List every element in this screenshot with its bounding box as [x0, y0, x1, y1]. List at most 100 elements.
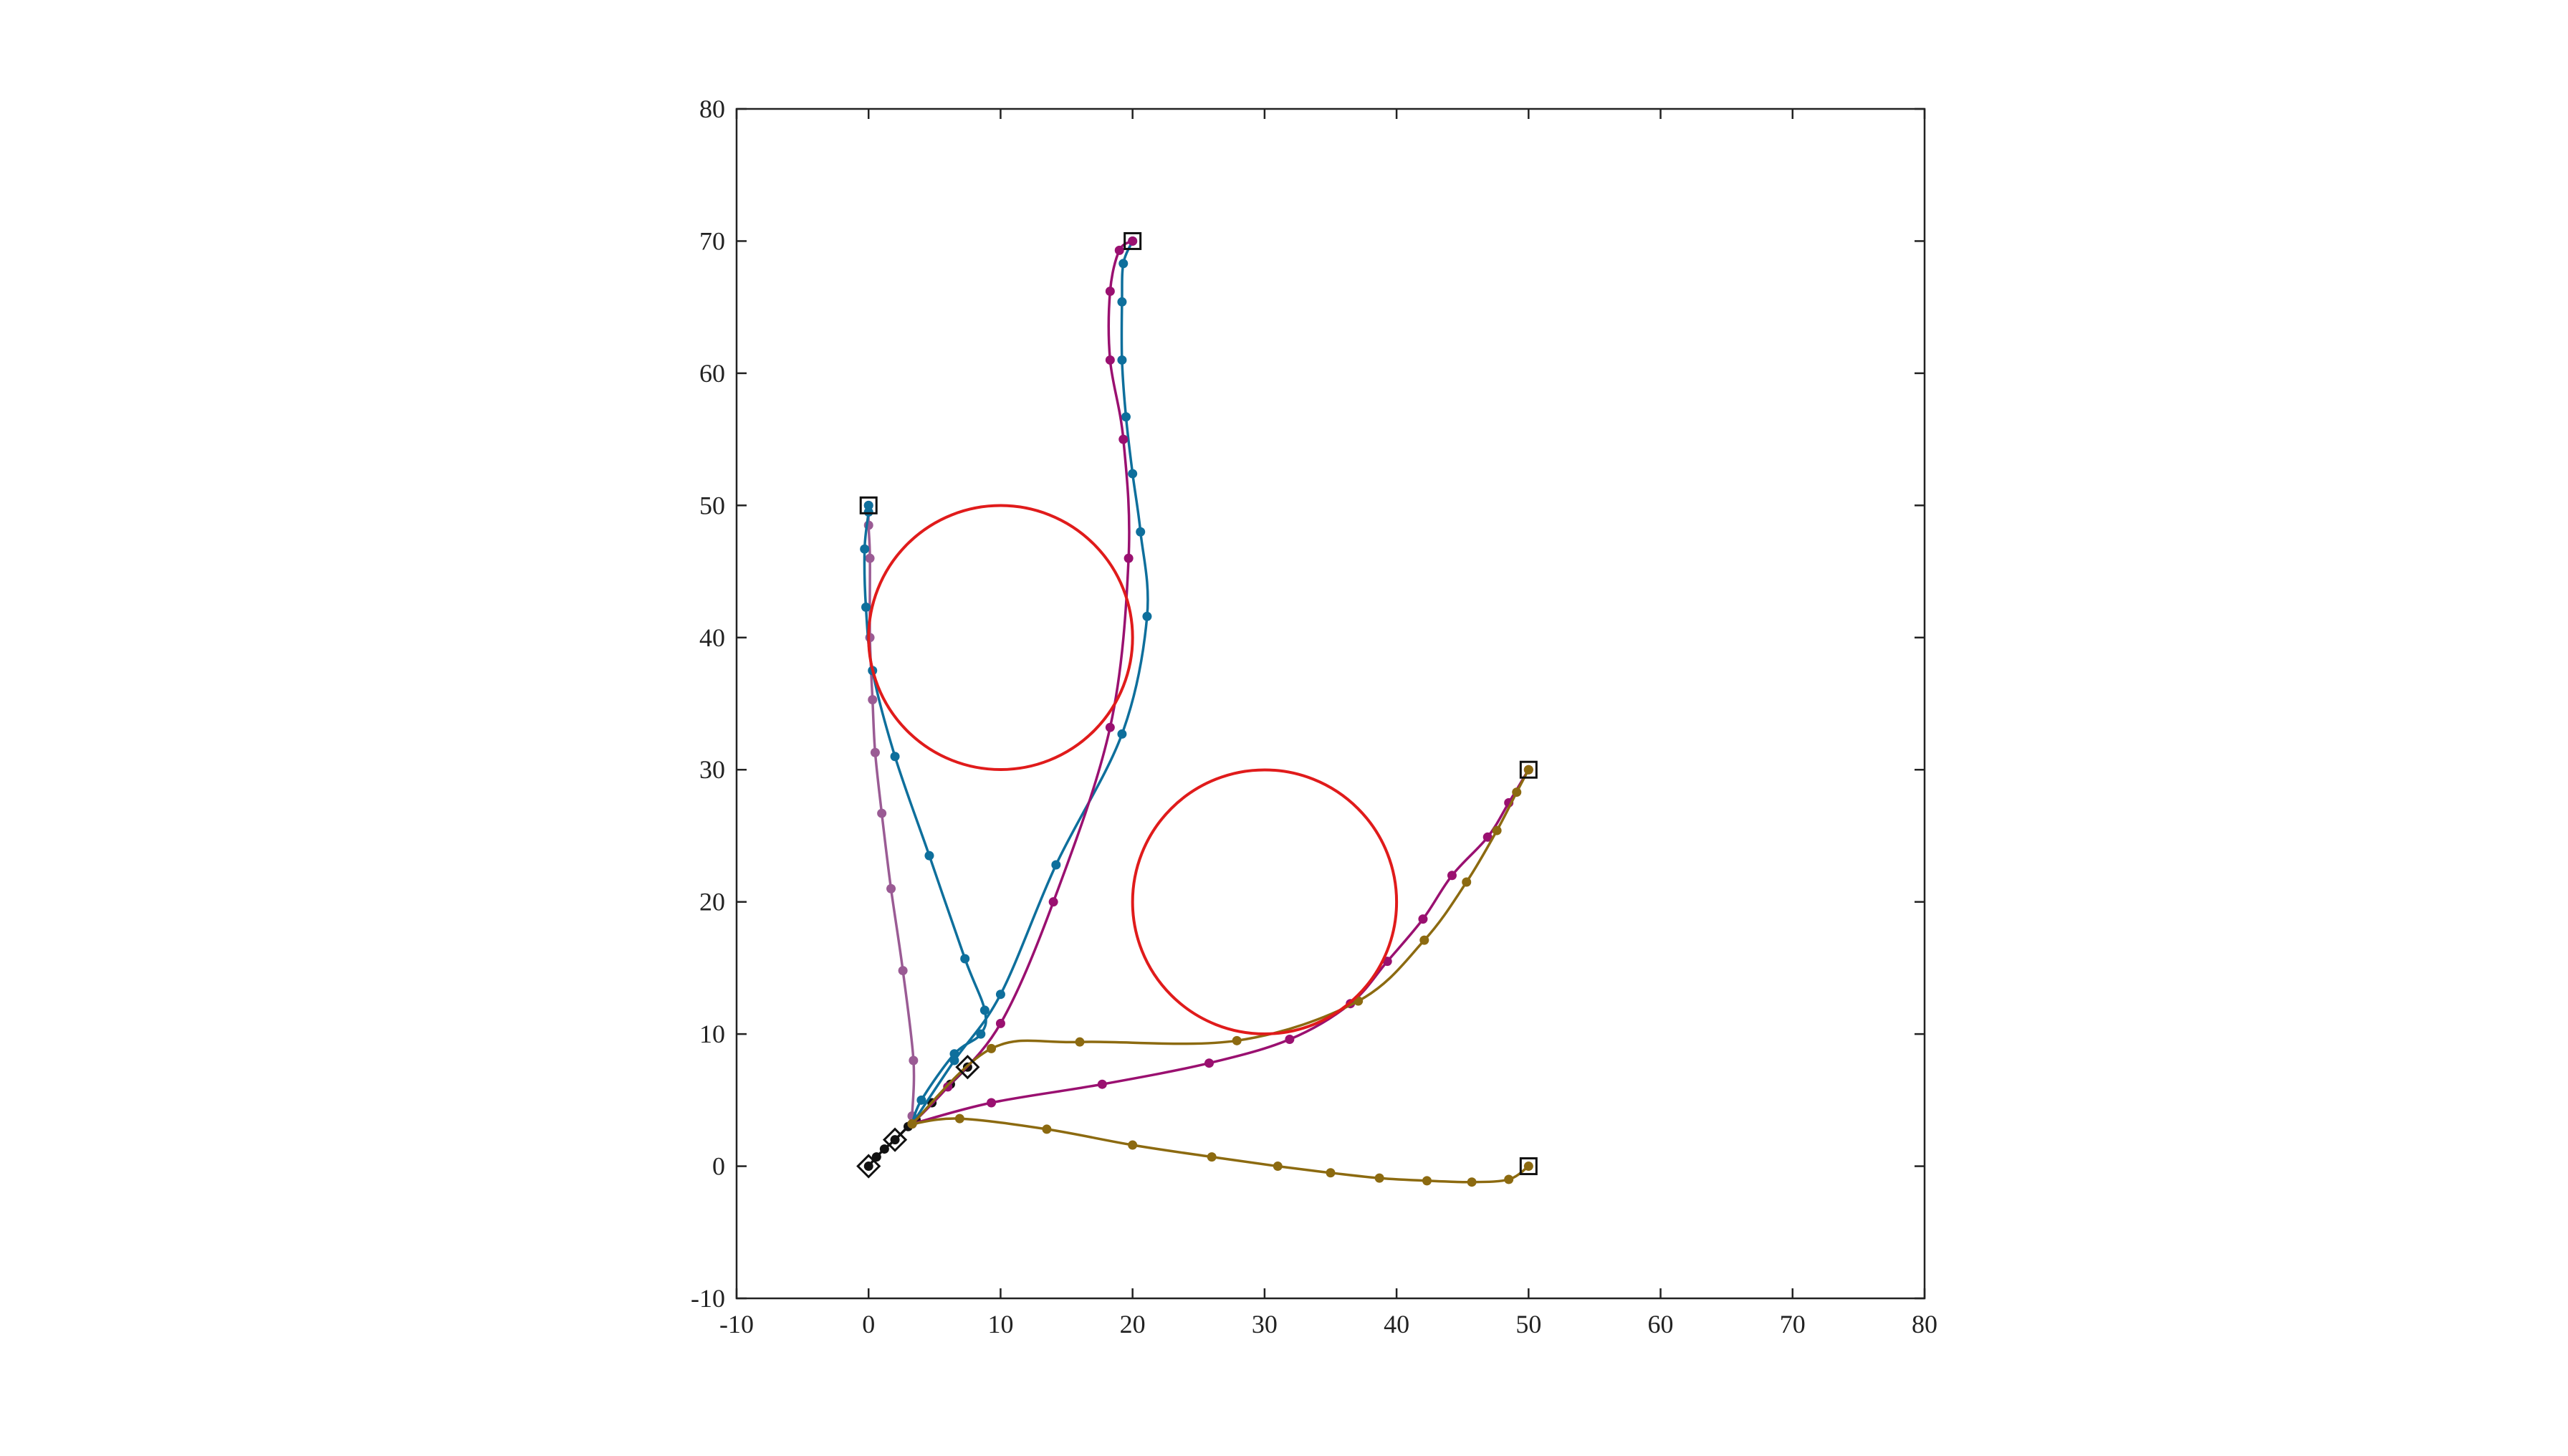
series-6-point-1	[987, 1043, 997, 1053]
series-0-point-1	[871, 1152, 881, 1162]
y-tick-label-9: 80	[699, 95, 725, 123]
series-4-point-7	[1105, 355, 1115, 365]
series-6-point-6	[1462, 877, 1472, 887]
series-2-point-9	[861, 602, 871, 612]
series-5-point-2	[1097, 1079, 1107, 1089]
series-2-point-1	[916, 1095, 926, 1105]
series-7-point-4	[1207, 1152, 1217, 1162]
series-7-point-11	[1523, 1162, 1533, 1172]
x-tick-label-1: 0	[862, 1310, 875, 1338]
series-3-point-5	[1142, 611, 1152, 621]
y-tick-label-8: 70	[699, 226, 725, 255]
series-7-point-6	[1326, 1168, 1336, 1178]
series-6-point-3	[1232, 1035, 1242, 1045]
y-tick-label-3: 20	[699, 888, 725, 916]
series-2-point-5	[960, 954, 970, 964]
series-4-point-5	[1124, 553, 1134, 563]
x-tick-label-5: 40	[1384, 1310, 1409, 1338]
series-5-point-9	[1482, 832, 1493, 842]
axes-frame	[735, 107, 1926, 1300]
series-1-point-9	[865, 553, 875, 563]
y-tick-label-2: 10	[699, 1020, 725, 1048]
series-6-point-2	[1075, 1037, 1085, 1047]
obstacle-circle-1	[1131, 768, 1399, 1035]
series-7-point-7	[1374, 1173, 1384, 1183]
series-2-point-3	[976, 1029, 986, 1039]
x-tick-label-0: -10	[719, 1310, 754, 1338]
y-tick-label-1: 0	[712, 1152, 725, 1181]
series-6-point-9	[1523, 765, 1533, 775]
marker-layer	[856, 231, 1538, 1179]
series-1-point-2	[909, 1055, 919, 1065]
series-3-point-1	[949, 1055, 959, 1065]
series-7-point-0	[907, 1119, 917, 1129]
series-7-point-9	[1467, 1177, 1477, 1187]
series-line-5	[911, 768, 1530, 1126]
x-tick-label-2: 10	[987, 1310, 1013, 1338]
waypoint-diamond-2	[955, 1055, 980, 1080]
series-7-point-5	[1273, 1162, 1283, 1172]
series-3-point-4	[1117, 729, 1127, 739]
series-3-point-11	[1118, 259, 1129, 269]
series-4-point-3	[1048, 897, 1058, 907]
y-tick-label-4: 30	[699, 755, 725, 784]
x-tick-label-3: 20	[1120, 1310, 1146, 1338]
series-6-point-5	[1419, 935, 1429, 945]
series-0-point-0	[863, 1162, 873, 1172]
series-4-point-2	[995, 1018, 1005, 1028]
series-0-point-2	[879, 1144, 889, 1154]
series-1-point-3	[898, 966, 908, 976]
series-5-point-1	[987, 1098, 997, 1108]
obstacle-circle-0	[867, 504, 1134, 771]
goal-square-2	[1519, 760, 1538, 779]
series-3-point-6	[1136, 527, 1146, 537]
series-3-point-2	[995, 990, 1005, 1000]
x-tick-label-8: 70	[1780, 1310, 1806, 1338]
series-2-point-4	[979, 1005, 990, 1015]
series-3-point-10	[1117, 297, 1127, 307]
waypoint-diamond-1	[882, 1127, 908, 1152]
waypoint-diamond-0	[856, 1154, 881, 1179]
series-7-point-3	[1128, 1140, 1138, 1150]
series-0-point-3	[890, 1135, 900, 1145]
series-1-point-5	[877, 808, 887, 818]
series-1-point-4	[886, 883, 896, 894]
series-6-point-7	[1492, 825, 1502, 835]
x-tick-label-4: 30	[1252, 1310, 1278, 1338]
series-layer	[860, 236, 1533, 1187]
x-tick-label-6: 50	[1515, 1310, 1541, 1338]
series-7-point-1	[954, 1113, 964, 1124]
y-tick-label-5: 40	[699, 623, 725, 652]
series-3-point-8	[1121, 412, 1131, 422]
series-3-point-9	[1117, 355, 1127, 365]
series-4-point-4	[1105, 722, 1115, 732]
y-tick-label-6: 50	[699, 491, 725, 519]
obstacle-layer	[867, 504, 1399, 1035]
series-5-point-7	[1418, 914, 1428, 924]
y-tick-label-7: 60	[699, 359, 725, 388]
series-line-7	[911, 1117, 1530, 1184]
goal-square-3	[1519, 1157, 1538, 1176]
series-7-point-10	[1504, 1174, 1514, 1184]
series-5-point-4	[1285, 1034, 1295, 1044]
series-4-point-9	[1114, 245, 1124, 255]
series-2-point-7	[890, 752, 900, 762]
series-1-point-7	[868, 694, 878, 704]
series-5-point-3	[1204, 1058, 1214, 1068]
series-1-point-6	[870, 747, 880, 757]
series-2-point-12	[863, 500, 873, 510]
goal-square-0	[859, 496, 878, 514]
series-3-point-3	[1051, 860, 1061, 870]
series-5-point-8	[1447, 871, 1457, 881]
series-7-point-2	[1042, 1124, 1052, 1134]
series-line-2	[863, 504, 987, 1126]
series-6-point-8	[1512, 787, 1522, 798]
y-tick-label-0: -10	[691, 1284, 725, 1313]
series-line-4	[911, 239, 1134, 1126]
series-7-point-8	[1422, 1176, 1432, 1186]
series-2-point-10	[860, 544, 870, 554]
goal-square-1	[1124, 231, 1142, 250]
x-tick-label-7: 60	[1648, 1310, 1674, 1338]
x-tick-label-9: 80	[1912, 1310, 1937, 1338]
